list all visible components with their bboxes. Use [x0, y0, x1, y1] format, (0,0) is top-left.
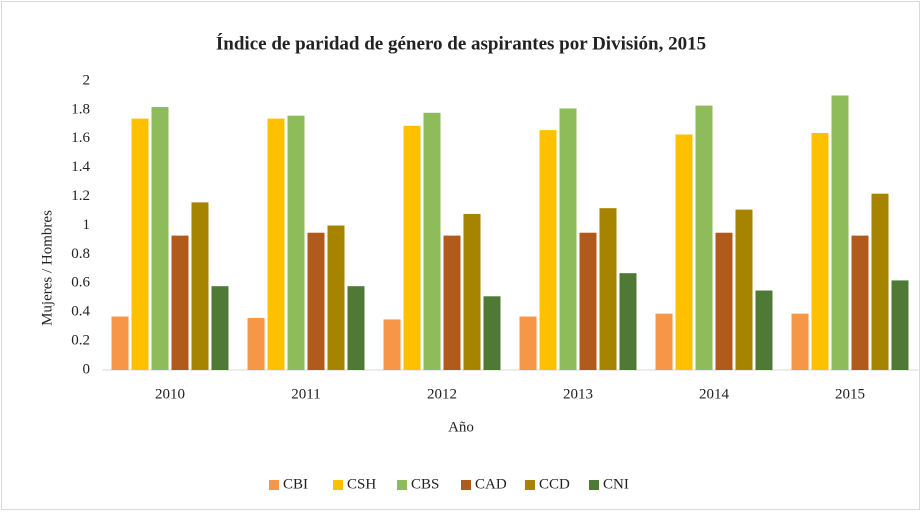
bar	[539, 130, 557, 370]
legend-swatch	[461, 480, 471, 490]
bar	[579, 232, 597, 370]
legend-swatch	[525, 480, 535, 490]
bar	[619, 273, 637, 370]
x-tick-label: 2015	[835, 386, 865, 402]
x-tick-label: 2010	[155, 386, 185, 402]
legend-label: CBS	[411, 476, 439, 492]
y-tick-label: 2	[83, 72, 91, 88]
bar	[211, 286, 229, 370]
x-tick-label: 2012	[427, 386, 457, 402]
bar	[655, 313, 673, 370]
bar	[383, 319, 401, 370]
bar	[287, 115, 305, 371]
bar	[675, 134, 693, 370]
legend-label: CAD	[475, 476, 507, 492]
legend-swatch	[397, 480, 407, 490]
legend-swatch	[333, 480, 343, 490]
bar	[171, 235, 189, 370]
bar	[715, 232, 733, 370]
bar	[463, 213, 481, 370]
legend-swatch	[269, 480, 279, 490]
bar	[559, 108, 577, 370]
bar	[755, 290, 773, 370]
y-tick-label: 1.8	[71, 101, 90, 117]
y-tick-label: 1.2	[71, 188, 90, 204]
legend-label: CNI	[603, 476, 629, 492]
bar	[735, 209, 753, 370]
legend-label: CCD	[539, 476, 570, 492]
bar	[891, 280, 909, 370]
x-tick-label: 2011	[291, 386, 320, 402]
y-tick-label: 1.4	[71, 159, 90, 175]
bar	[831, 95, 849, 370]
y-tick-label: 1	[83, 217, 91, 233]
bar	[247, 317, 265, 370]
y-tick-label: 0.8	[71, 246, 90, 262]
legend-label: CBI	[283, 476, 308, 492]
legend-swatch	[589, 480, 599, 490]
x-tick-label: 2013	[563, 386, 593, 402]
y-axis-label: Mujeres / Hombres	[39, 210, 55, 326]
bar	[347, 286, 365, 370]
bar	[111, 316, 129, 370]
x-tick-label: 2014	[699, 386, 730, 402]
bar	[443, 235, 461, 370]
bar	[599, 208, 617, 370]
bar	[307, 232, 325, 370]
bar	[695, 105, 713, 370]
bar	[423, 112, 441, 370]
bar	[191, 202, 209, 370]
y-tick-label: 1.6	[71, 130, 90, 146]
bar	[327, 225, 345, 370]
bar	[267, 118, 285, 370]
bar	[791, 313, 809, 370]
bar	[483, 296, 501, 370]
bar	[811, 133, 829, 370]
bar	[519, 316, 537, 370]
bar	[131, 118, 149, 370]
bar	[151, 107, 169, 370]
y-tick-label: 0.6	[71, 275, 90, 291]
legend-label: CSH	[347, 476, 376, 492]
chart-title: Índice de paridad de género de aspirante…	[216, 32, 706, 54]
bar	[403, 125, 421, 370]
y-tick-label: 0	[83, 361, 91, 377]
y-tick-label: 0.4	[71, 304, 90, 320]
x-axis-label: Año	[448, 419, 474, 435]
bar	[851, 235, 869, 370]
y-tick-label: 0.2	[71, 333, 90, 349]
bar	[871, 193, 889, 370]
